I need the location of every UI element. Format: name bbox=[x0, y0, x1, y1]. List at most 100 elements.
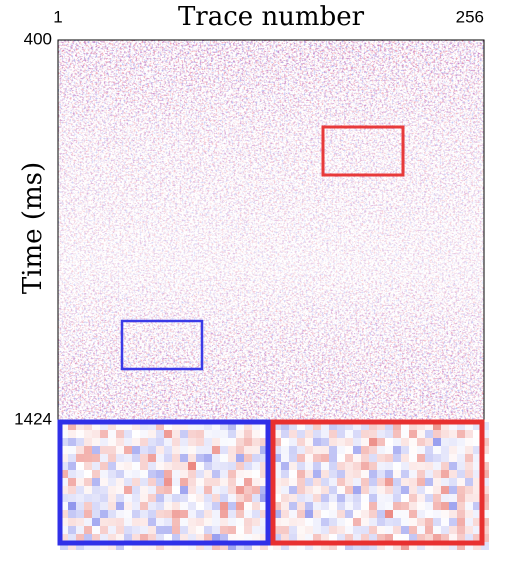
noise-cell bbox=[212, 462, 220, 470]
noise-cell bbox=[204, 486, 212, 494]
noise-cell bbox=[212, 478, 220, 486]
noise-cell bbox=[457, 462, 465, 470]
noise-cell bbox=[188, 422, 196, 430]
noise-cell bbox=[204, 494, 212, 502]
noise-cell bbox=[273, 510, 281, 518]
highlight-box bbox=[120, 319, 204, 371]
noise-cell bbox=[337, 454, 345, 462]
noise-cell bbox=[481, 494, 489, 502]
noise-cell bbox=[441, 454, 449, 462]
noise-cell bbox=[329, 422, 337, 430]
noise-cell bbox=[180, 438, 188, 446]
noise-cell bbox=[116, 446, 124, 454]
noise-cell bbox=[305, 446, 313, 454]
noise-cell bbox=[401, 542, 409, 550]
noise-cell bbox=[236, 526, 244, 534]
noise-cell bbox=[148, 438, 156, 446]
noise-cell bbox=[441, 478, 449, 486]
noise-cell bbox=[204, 430, 212, 438]
noise-cell bbox=[473, 518, 481, 526]
noise-cell bbox=[465, 542, 473, 550]
noise-cell bbox=[369, 430, 377, 438]
noise-cell bbox=[353, 470, 361, 478]
noise-cell bbox=[385, 534, 393, 542]
noise-cell bbox=[441, 502, 449, 510]
noise-cell bbox=[473, 486, 481, 494]
noise-cell bbox=[252, 518, 260, 526]
noise-cell bbox=[369, 518, 377, 526]
noise-cell bbox=[345, 422, 353, 430]
noise-cell bbox=[172, 486, 180, 494]
noise-cell bbox=[481, 502, 489, 510]
noise-cell bbox=[433, 534, 441, 542]
noise-cell bbox=[116, 502, 124, 510]
noise-cell bbox=[252, 526, 260, 534]
x-tick-label: 1 bbox=[53, 7, 62, 26]
noise-cell bbox=[465, 526, 473, 534]
noise-cell bbox=[172, 422, 180, 430]
noise-cell bbox=[409, 478, 417, 486]
noise-cell bbox=[409, 430, 417, 438]
noise-cell bbox=[289, 446, 297, 454]
noise-cell bbox=[196, 438, 204, 446]
noise-cell bbox=[196, 494, 204, 502]
noise-cell bbox=[337, 494, 345, 502]
noise-cell bbox=[204, 446, 212, 454]
noise-cell bbox=[220, 534, 228, 542]
noise-cell bbox=[236, 446, 244, 454]
noise-cell bbox=[124, 438, 132, 446]
noise-cell bbox=[473, 494, 481, 502]
noise-cell bbox=[417, 430, 425, 438]
noise-cell bbox=[212, 486, 220, 494]
noise-cell bbox=[236, 470, 244, 478]
noise-cell bbox=[196, 422, 204, 430]
noise-cell bbox=[457, 422, 465, 430]
noise-cell bbox=[148, 478, 156, 486]
noise-cell bbox=[289, 518, 297, 526]
noise-cell bbox=[156, 470, 164, 478]
noise-cell bbox=[244, 422, 252, 430]
noise-cell bbox=[164, 486, 172, 494]
noise-cell bbox=[84, 454, 92, 462]
noise-cell bbox=[60, 422, 68, 430]
noise-cell bbox=[236, 462, 244, 470]
noise-cell bbox=[100, 438, 108, 446]
noise-cell bbox=[108, 438, 116, 446]
noise-cell bbox=[108, 470, 116, 478]
noise-cell bbox=[148, 446, 156, 454]
noise-cell bbox=[305, 438, 313, 446]
noise-cell bbox=[76, 510, 84, 518]
noise-cell bbox=[297, 502, 305, 510]
noise-cell bbox=[353, 510, 361, 518]
noise-cell bbox=[281, 422, 289, 430]
noise-cell bbox=[361, 430, 369, 438]
noise-cell bbox=[124, 462, 132, 470]
noise-cell bbox=[68, 518, 76, 526]
noise-cell bbox=[212, 494, 220, 502]
noise-cell bbox=[401, 446, 409, 454]
noise-cell bbox=[84, 494, 92, 502]
noise-cell bbox=[84, 526, 92, 534]
noise-cell bbox=[76, 494, 84, 502]
noise-cell bbox=[321, 454, 329, 462]
noise-cell bbox=[385, 446, 393, 454]
noise-cell bbox=[409, 486, 417, 494]
noise-cell bbox=[457, 502, 465, 510]
noise-cell bbox=[100, 526, 108, 534]
noise-cell bbox=[116, 462, 124, 470]
noise-cell bbox=[60, 454, 68, 462]
noise-cell bbox=[108, 510, 116, 518]
noise-cell bbox=[465, 518, 473, 526]
noise-cell bbox=[369, 542, 377, 550]
noise-cell bbox=[188, 462, 196, 470]
noise-cell bbox=[92, 454, 100, 462]
noise-cell bbox=[84, 518, 92, 526]
noise-cell bbox=[68, 534, 76, 542]
noise-cell bbox=[473, 526, 481, 534]
noise-cell bbox=[140, 470, 148, 478]
noise-cell bbox=[68, 502, 76, 510]
noise-cell bbox=[244, 454, 252, 462]
noise-cell bbox=[393, 422, 401, 430]
noise-cell bbox=[260, 510, 268, 518]
noise-cell bbox=[228, 478, 236, 486]
